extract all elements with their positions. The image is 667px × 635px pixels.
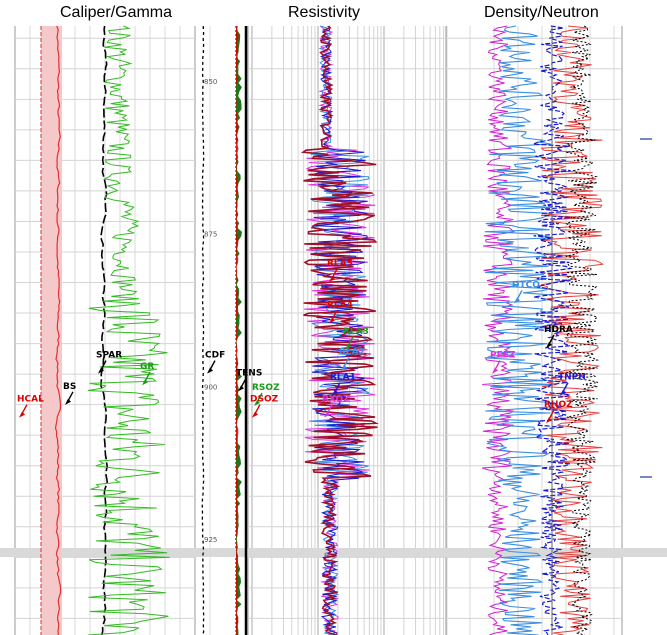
curve-label-arrowhead <box>560 389 566 396</box>
curve-label-arrowhead <box>345 343 351 350</box>
curve-label-tens: TENS <box>236 368 262 378</box>
curve-label-arrowhead <box>546 417 552 424</box>
rla1-curve <box>311 25 368 635</box>
curve-label-rsoz: RSOZ <box>252 383 280 393</box>
depth-tick-label: 900 <box>204 383 217 391</box>
curve-label-rla3: RLA3 <box>343 327 369 337</box>
curve-label-arrowhead <box>98 367 104 374</box>
curve-label-hcal: HCAL <box>17 395 44 405</box>
caliper-fill-band <box>41 26 62 635</box>
curve-label-spar: SPAR <box>96 351 122 361</box>
curve-label-arrowhead <box>329 276 335 283</box>
curve-label-arrowhead <box>254 399 260 406</box>
tnph-curve <box>532 25 573 635</box>
curve-label-tnph: TNPH <box>558 373 586 383</box>
curve-label-arrowhead <box>65 398 71 405</box>
hdra-curve <box>565 25 600 635</box>
dtco-curve <box>484 25 556 635</box>
curve-label-pefz: PEFZ <box>490 351 516 361</box>
curve-label-rla5: RLA5 <box>327 259 353 269</box>
curve-label-arrowhead <box>329 317 335 324</box>
rla5-curve <box>300 25 379 635</box>
gamma-ray-curve <box>87 25 170 635</box>
curve-label-arrowhead <box>514 297 520 304</box>
pefz-curve <box>481 25 515 635</box>
depth-tick-label: 850 <box>204 78 217 86</box>
curve-label-arrowhead <box>332 389 338 396</box>
curve-label-rhoz: RHOZ <box>544 400 573 410</box>
section-break-band <box>0 548 667 557</box>
dsoz-fill <box>236 26 239 635</box>
curve-label-rxoz: RXOZ <box>322 395 350 405</box>
track-title-caliper-gamma: Caliper/Gamma <box>60 4 173 21</box>
curve-label-arrowhead <box>207 367 213 374</box>
depth-tick-label: 925 <box>204 536 217 544</box>
track-title-density-neutron: Density/Neutron <box>484 4 599 21</box>
curve-label-dtco: DTCO <box>512 280 540 290</box>
curve-label-bs: BS <box>63 382 76 392</box>
curve-label-arrowhead <box>252 411 258 418</box>
curve-label-hdra: HDRA <box>544 325 573 335</box>
curve-label-rla4: RLA4 <box>327 301 353 311</box>
curve-label-arrowhead <box>324 411 330 418</box>
curve-label-rla1: RLA1 <box>330 373 356 383</box>
curve-label-rla2: RLA2 <box>339 348 365 358</box>
curve-label-arrowhead <box>546 341 552 348</box>
rhoz-curve <box>540 25 604 635</box>
curve-label-arrowhead <box>238 385 244 392</box>
curve-label-arrowhead <box>142 379 148 386</box>
curve-label-cdf: CDF <box>205 351 225 361</box>
curve-label-dsoz: DSOZ <box>250 395 279 405</box>
caliper-curve <box>54 25 62 635</box>
curve-label-gr: GR <box>140 362 154 372</box>
spar-curve <box>99 25 109 635</box>
curve-label-arrowhead <box>19 411 25 418</box>
depth-tick-label: 875 <box>204 231 217 239</box>
curve-label-arrowhead <box>492 367 498 374</box>
track-title-resistivity: Resistivity <box>288 4 361 21</box>
curve-label-arrowhead <box>341 364 347 371</box>
